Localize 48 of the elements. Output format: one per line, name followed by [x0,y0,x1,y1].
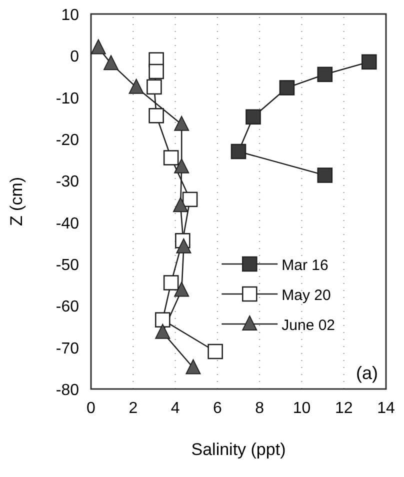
point [128,78,144,94]
point [230,144,246,160]
x-tick-label: 2 [128,400,138,417]
point [104,55,119,70]
x-axis-title: Salinity (ppt) [191,440,286,459]
x-tick-label: 6 [212,400,222,417]
point [361,54,377,70]
point [182,192,198,208]
point [154,312,170,328]
point [208,344,223,360]
x-tick-label: 4 [170,400,180,417]
x-tick-label: 0 [86,400,96,417]
y-tick-label: -40 [56,215,80,232]
x-tick-label: 8 [255,400,264,417]
point [317,168,333,183]
y-tick-label: -50 [56,257,80,274]
point [174,116,190,131]
point [246,109,261,125]
point [279,80,295,96]
point [155,324,170,339]
legend-label: June 02 [282,317,336,334]
point [174,282,190,297]
y-axis-title: Z (cm) [7,176,26,226]
x-tick-label: 10 [292,400,311,417]
point [317,66,333,82]
point [174,158,190,174]
y-tick-label: 10 [61,7,80,24]
legend-label: May 20 [282,287,331,304]
y-tick-label: -80 [56,382,80,399]
legend-label: Mar 16 [282,257,328,274]
annotation: (a) [356,363,378,383]
x-tick-label: 12 [334,400,353,417]
y-tick-label: -60 [56,298,80,316]
y-tick-label: -70 [56,340,80,358]
point [90,39,106,54]
point [163,150,179,166]
point [176,238,192,254]
x-tick-label: 14 [377,400,395,417]
point [173,197,188,212]
y-tick-label: 0 [70,48,80,66]
point [148,64,164,80]
point [186,359,201,374]
y-tick-label: -30 [56,174,80,191]
y-tick-label: -20 [56,132,80,149]
point [148,108,164,124]
point [146,79,162,95]
point [163,275,179,290]
y-tick-label: -10 [56,90,80,108]
